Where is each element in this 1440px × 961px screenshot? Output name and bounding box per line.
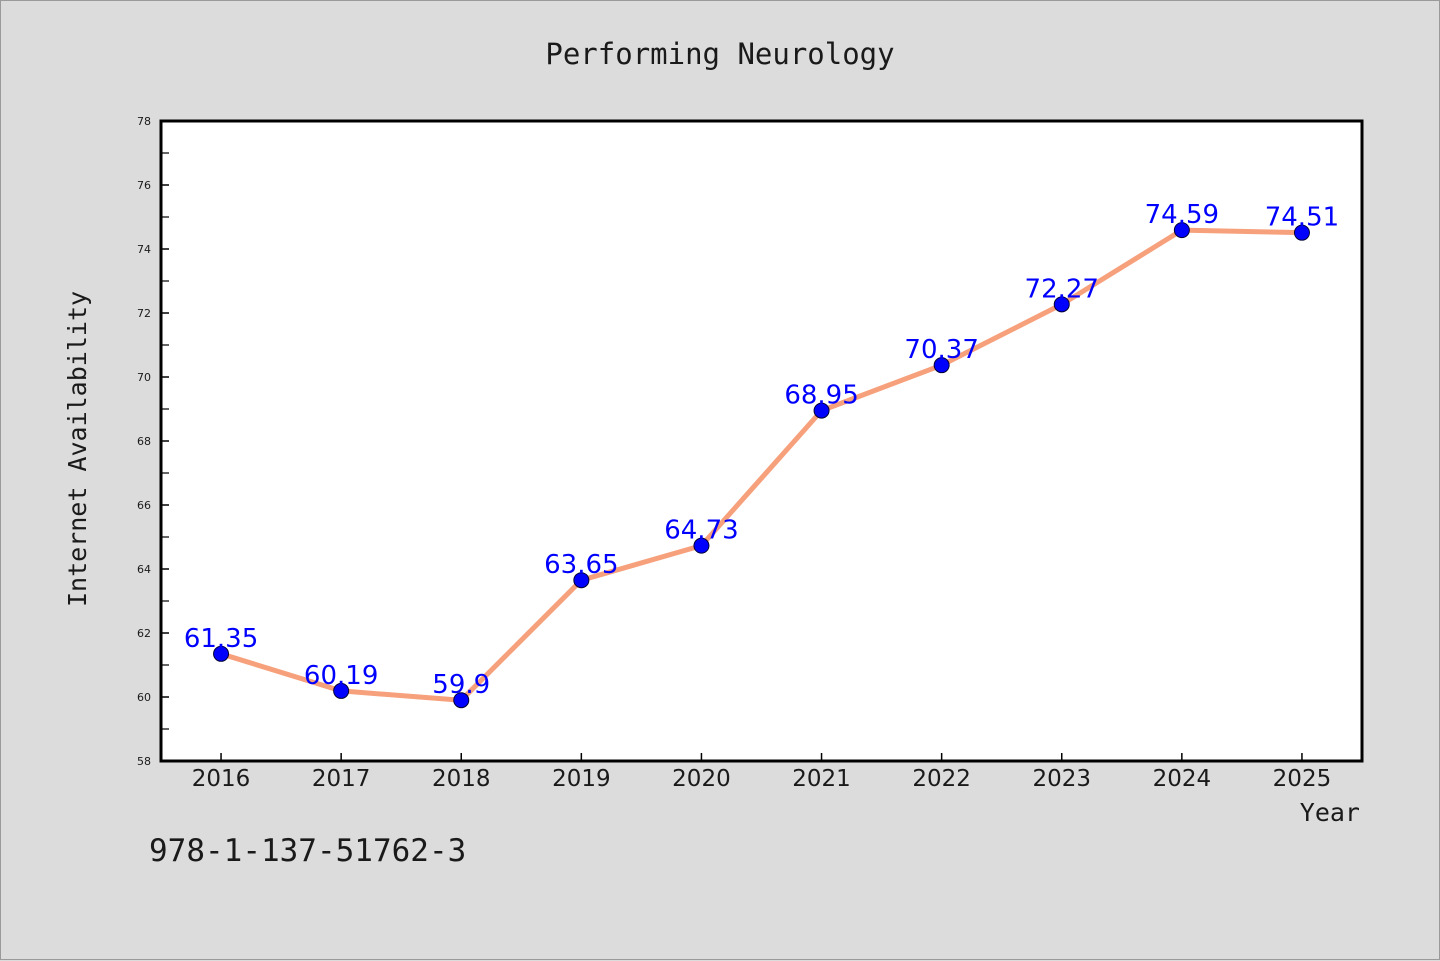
x-tick-label: 2021 xyxy=(792,766,851,792)
y-tick-label: 78 xyxy=(137,115,151,128)
data-point xyxy=(1293,224,1310,241)
data-label: 70.37 xyxy=(904,335,978,365)
x-tick-label: 2023 xyxy=(1032,766,1091,792)
x-axis: 2016 2017 2018 2019 2020 2021 2022 2023 2024 2025 xyxy=(192,753,1331,792)
x-tick-label: 2022 xyxy=(912,766,971,792)
x-tick-label: 2016 xyxy=(192,766,251,792)
y-axis: 58 60 62 64 66 68 70 72 74 76 78 xyxy=(137,115,169,768)
data-point xyxy=(453,692,470,709)
chart-title: Performing Neurology xyxy=(545,37,894,71)
data-point xyxy=(813,402,830,419)
data-label: 64.73 xyxy=(664,516,738,546)
data-label: 72.27 xyxy=(1025,274,1099,304)
data-label: 68.95 xyxy=(784,381,858,411)
plot-area xyxy=(159,119,1364,763)
x-tick-label: 2018 xyxy=(432,766,491,792)
x-tick-label: 2017 xyxy=(312,766,371,792)
data-label: 59.9 xyxy=(432,670,490,700)
footer-code: 978-1-137-51762-3 xyxy=(149,833,467,869)
y-tick-label: 60 xyxy=(137,691,151,704)
data-label: 74.59 xyxy=(1145,200,1219,230)
y-tick-label: 68 xyxy=(137,435,151,448)
data-point xyxy=(573,572,590,589)
data-labels: 61.35 60.19 59.9 63.65 64.73 68.95 70.37 72.27 7… xyxy=(184,200,1339,700)
y-tick-label: 64 xyxy=(137,563,151,576)
data-point xyxy=(213,645,230,662)
data-point xyxy=(1053,296,1070,313)
data-point xyxy=(333,682,350,699)
data-label: 63.65 xyxy=(544,550,618,580)
x-tick-label: 2025 xyxy=(1273,766,1332,792)
y-tick-label: 74 xyxy=(137,243,151,256)
data-markers xyxy=(213,222,1310,709)
x-tick-label: 2024 xyxy=(1153,766,1212,792)
y-tick-label: 70 xyxy=(137,371,151,384)
y-tick-label: 72 xyxy=(137,307,151,320)
data-point xyxy=(933,357,950,374)
y-tick-label: 62 xyxy=(137,627,151,640)
data-point xyxy=(693,537,710,554)
data-label: 61.35 xyxy=(184,624,258,654)
data-point xyxy=(1173,222,1190,239)
y-tick-label: 58 xyxy=(137,755,151,768)
series-line xyxy=(218,227,1305,703)
x-tick-label: 2020 xyxy=(672,766,731,792)
y-axis-label: Internet Availability xyxy=(63,291,92,607)
x-axis-label: Year xyxy=(1300,798,1360,827)
data-label: 74.51 xyxy=(1265,203,1339,233)
x-tick-label: 2019 xyxy=(552,766,611,792)
y-tick-label: 76 xyxy=(137,179,151,192)
data-label: 60.19 xyxy=(304,661,378,691)
y-tick-label: 66 xyxy=(137,499,151,512)
